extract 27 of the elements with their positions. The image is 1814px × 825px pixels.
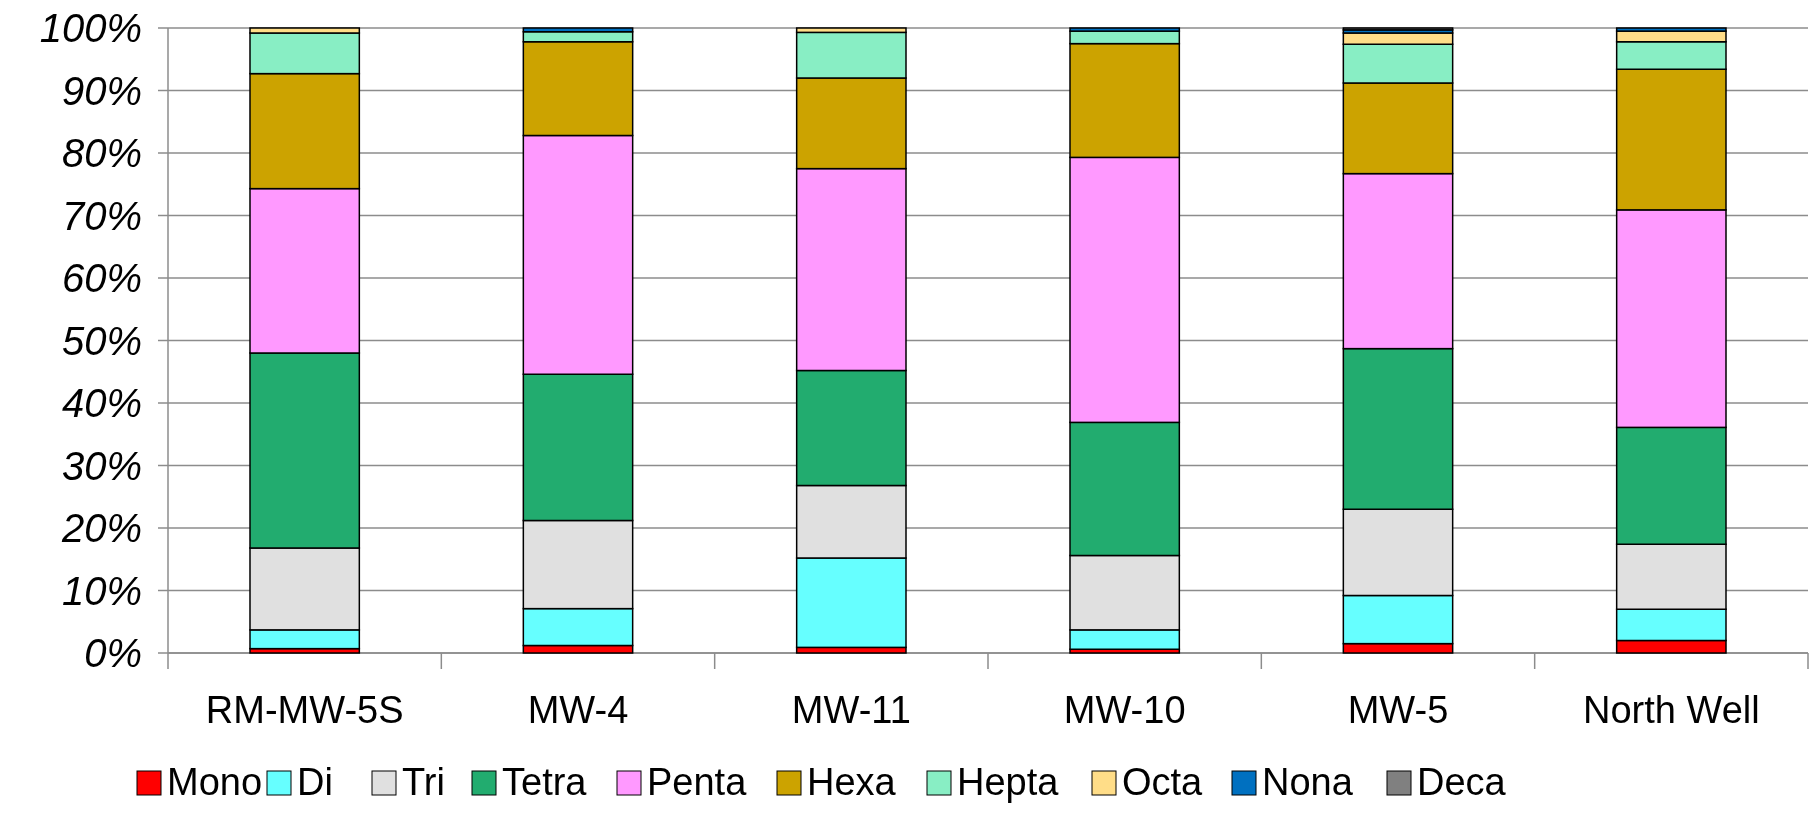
y-tick-label: 20% — [60, 506, 142, 551]
y-tick-label: 80% — [61, 131, 142, 176]
legend-label: Mono — [167, 761, 263, 803]
legend-label: Nona — [1262, 761, 1354, 803]
y-tick-label: 30% — [61, 443, 142, 488]
legend-label: Deca — [1417, 761, 1507, 803]
x-tick-label: MW-11 — [791, 689, 911, 731]
y-tick-label: 90% — [61, 68, 142, 113]
x-tick-label: North Well — [1582, 689, 1760, 731]
legend-label: Hexa — [807, 761, 897, 803]
y-tick-label: 10% — [61, 568, 142, 613]
legend-label: Hepta — [957, 761, 1060, 803]
legend-label: Di — [297, 761, 333, 803]
x-tick-label: MW-5 — [1347, 689, 1449, 731]
y-tick-label: 40% — [61, 381, 142, 426]
x-tick-label: MW-4 — [527, 689, 629, 731]
y-tick-label: 100% — [39, 6, 142, 51]
y-tick-label: 60% — [61, 256, 142, 301]
legend-label: Octa — [1122, 761, 1204, 803]
y-tick-label: 70% — [61, 193, 142, 238]
legend-label: Penta — [647, 761, 748, 803]
y-tick-label: 50% — [61, 318, 142, 363]
x-tick-label: RM-MW-5S — [205, 689, 404, 731]
y-tick-label: 0% — [84, 631, 142, 676]
x-tick-label: MW-10 — [1063, 689, 1186, 731]
legend-label: Tri — [402, 761, 445, 803]
legend-label: Tetra — [502, 761, 588, 803]
